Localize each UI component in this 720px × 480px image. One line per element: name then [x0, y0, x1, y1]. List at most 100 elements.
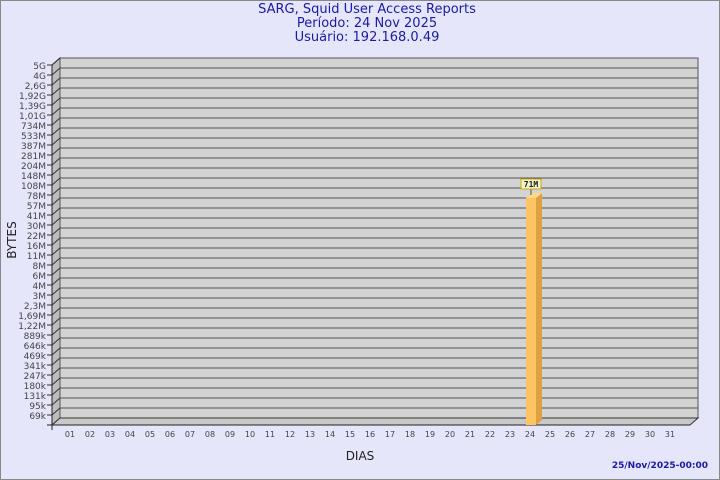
- y-tick-label: 4G: [33, 72, 46, 82]
- gridline-side: [51, 117, 61, 126]
- chart-user: Usuário: 192.168.0.49: [294, 30, 440, 45]
- y-tick-label: 95k: [29, 402, 46, 412]
- x-tick-label: 13: [305, 430, 315, 439]
- y-tick-label: 1,69M: [18, 312, 46, 322]
- gridline-side: [51, 377, 61, 386]
- gridline-side: [51, 267, 61, 276]
- gridline-side: [51, 87, 61, 96]
- y-tick-label: 1,92G: [19, 92, 46, 102]
- gridline-side: [51, 107, 61, 116]
- x-axis-label: DIAS: [346, 449, 375, 463]
- y-tick-label: 180k: [24, 382, 47, 392]
- y-tick-label: 69k: [29, 412, 46, 422]
- x-tick-label: 04: [125, 430, 135, 439]
- x-tick-label: 26: [565, 430, 575, 439]
- gridline-side: [51, 127, 61, 136]
- y-tick-label: 57M: [27, 202, 46, 212]
- x-tick-label: 25: [545, 430, 555, 439]
- gridline-side: [51, 337, 61, 346]
- y-tick-label: 204M: [21, 162, 46, 172]
- x-tick-label: 20: [445, 430, 455, 439]
- y-tick-label: 1,22M: [18, 322, 46, 332]
- y-tick-label: 281M: [21, 152, 46, 162]
- y-tick-label: 889k: [24, 332, 47, 342]
- x-tick-label: 15: [345, 430, 355, 439]
- gridline-side: [51, 357, 61, 366]
- gridline-side: [51, 207, 61, 216]
- y-tick-label: 4M: [33, 282, 47, 292]
- x-tick-label: 29: [625, 430, 635, 439]
- gridline-side: [51, 257, 61, 266]
- x-tick-label: 22: [485, 430, 495, 439]
- x-tick-label: 19: [425, 430, 435, 439]
- x-tick-label: 14: [325, 430, 335, 439]
- y-tick-label: 469k: [24, 352, 47, 362]
- x-tick-label: 02: [85, 430, 95, 439]
- gridline-side: [51, 397, 61, 406]
- y-tick-label: 341k: [24, 362, 47, 372]
- gridline-side: [51, 217, 61, 226]
- gridline-side: [51, 317, 61, 326]
- x-tick-label: 18: [405, 430, 415, 439]
- footer-timestamp: 25/Nov/2025-00:00: [611, 461, 708, 471]
- gridline-side: [51, 187, 61, 196]
- y-axis-label: BYTES: [5, 221, 19, 258]
- y-tick-label: 108M: [21, 182, 46, 192]
- bar-label-box: [520, 178, 542, 190]
- y-tick-label: 41M: [27, 212, 46, 222]
- y-tick-label: 8M: [33, 262, 47, 272]
- x-tick-label: 23: [505, 430, 515, 439]
- gridline-side: [51, 297, 61, 306]
- gridline-side: [51, 327, 61, 336]
- gridline-side: [51, 147, 61, 156]
- gridline-side: [51, 227, 61, 236]
- y-tick-label: 387M: [21, 142, 46, 152]
- y-tick-label: 148M: [21, 172, 46, 182]
- x-tick-label: 10: [245, 430, 255, 439]
- gridline-side: [51, 167, 61, 176]
- x-tick-label: 01: [65, 430, 75, 439]
- y-tick-label: 1,39G: [19, 102, 46, 112]
- gridline-side: [51, 197, 61, 206]
- y-tick-label: 2,6G: [25, 82, 46, 92]
- x-tick-label: 28: [605, 430, 615, 439]
- bar-top: [526, 192, 542, 198]
- gridline-side: [51, 57, 61, 66]
- y-tick-label: 247k: [24, 372, 47, 382]
- gridline-side: [51, 387, 61, 396]
- x-tick-label: 12: [285, 430, 295, 439]
- x-tick-label: 05: [145, 430, 155, 439]
- gridline-side: [51, 367, 61, 376]
- y-tick-label: 533M: [21, 132, 46, 142]
- x-tick-label: 17: [385, 430, 395, 439]
- chart-period: Período: 24 Nov 2025: [296, 16, 438, 31]
- x-tick-label: 16: [365, 430, 375, 439]
- x-tick-label: 21: [465, 430, 475, 439]
- gridline-side: [51, 237, 61, 246]
- y-tick-label: 16M: [27, 242, 46, 252]
- x-tick-label: 09: [225, 430, 235, 439]
- y-tick-label: 646k: [24, 342, 47, 352]
- y-tick-label: 3M: [33, 292, 47, 302]
- y-tick-label: 22M: [27, 232, 46, 242]
- x-tick-label: 08: [205, 430, 215, 439]
- gridline-side: [51, 287, 61, 296]
- floor: [50, 417, 700, 426]
- y-tick-label: 5G: [33, 62, 46, 72]
- gridline-side: [51, 247, 61, 256]
- y-tick-label: 1,01G: [19, 112, 46, 122]
- x-tick-label: 27: [585, 430, 595, 439]
- y-tick-label: 2,3M: [24, 302, 46, 312]
- gridline-side: [51, 67, 61, 76]
- bar-front: [526, 197, 536, 425]
- gridline-side: [51, 347, 61, 356]
- y-tick-label: 30M: [27, 222, 46, 232]
- gridline-side: [51, 77, 61, 86]
- gridline-side: [51, 97, 61, 106]
- gridline-side: [51, 277, 61, 286]
- gridline-side: [51, 157, 61, 166]
- gridline-side: [51, 137, 61, 146]
- x-tick-label: 07: [185, 430, 195, 439]
- x-tick-label: 11: [265, 430, 275, 439]
- bar-value-label: 71M: [524, 180, 539, 189]
